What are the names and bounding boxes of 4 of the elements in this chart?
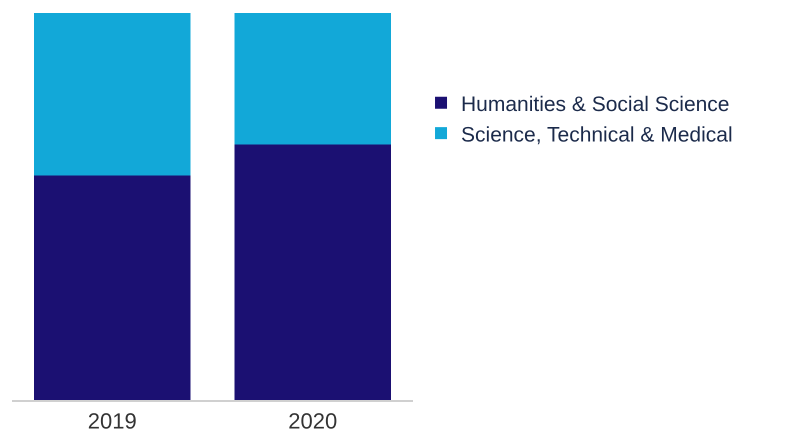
x-tick-label: 2019 — [88, 408, 137, 434]
x-tick-label: 2020 — [288, 408, 338, 434]
legend-label: Humanities & Social Science — [461, 93, 730, 116]
legend-label: Science, Technical & Medical — [461, 123, 733, 146]
